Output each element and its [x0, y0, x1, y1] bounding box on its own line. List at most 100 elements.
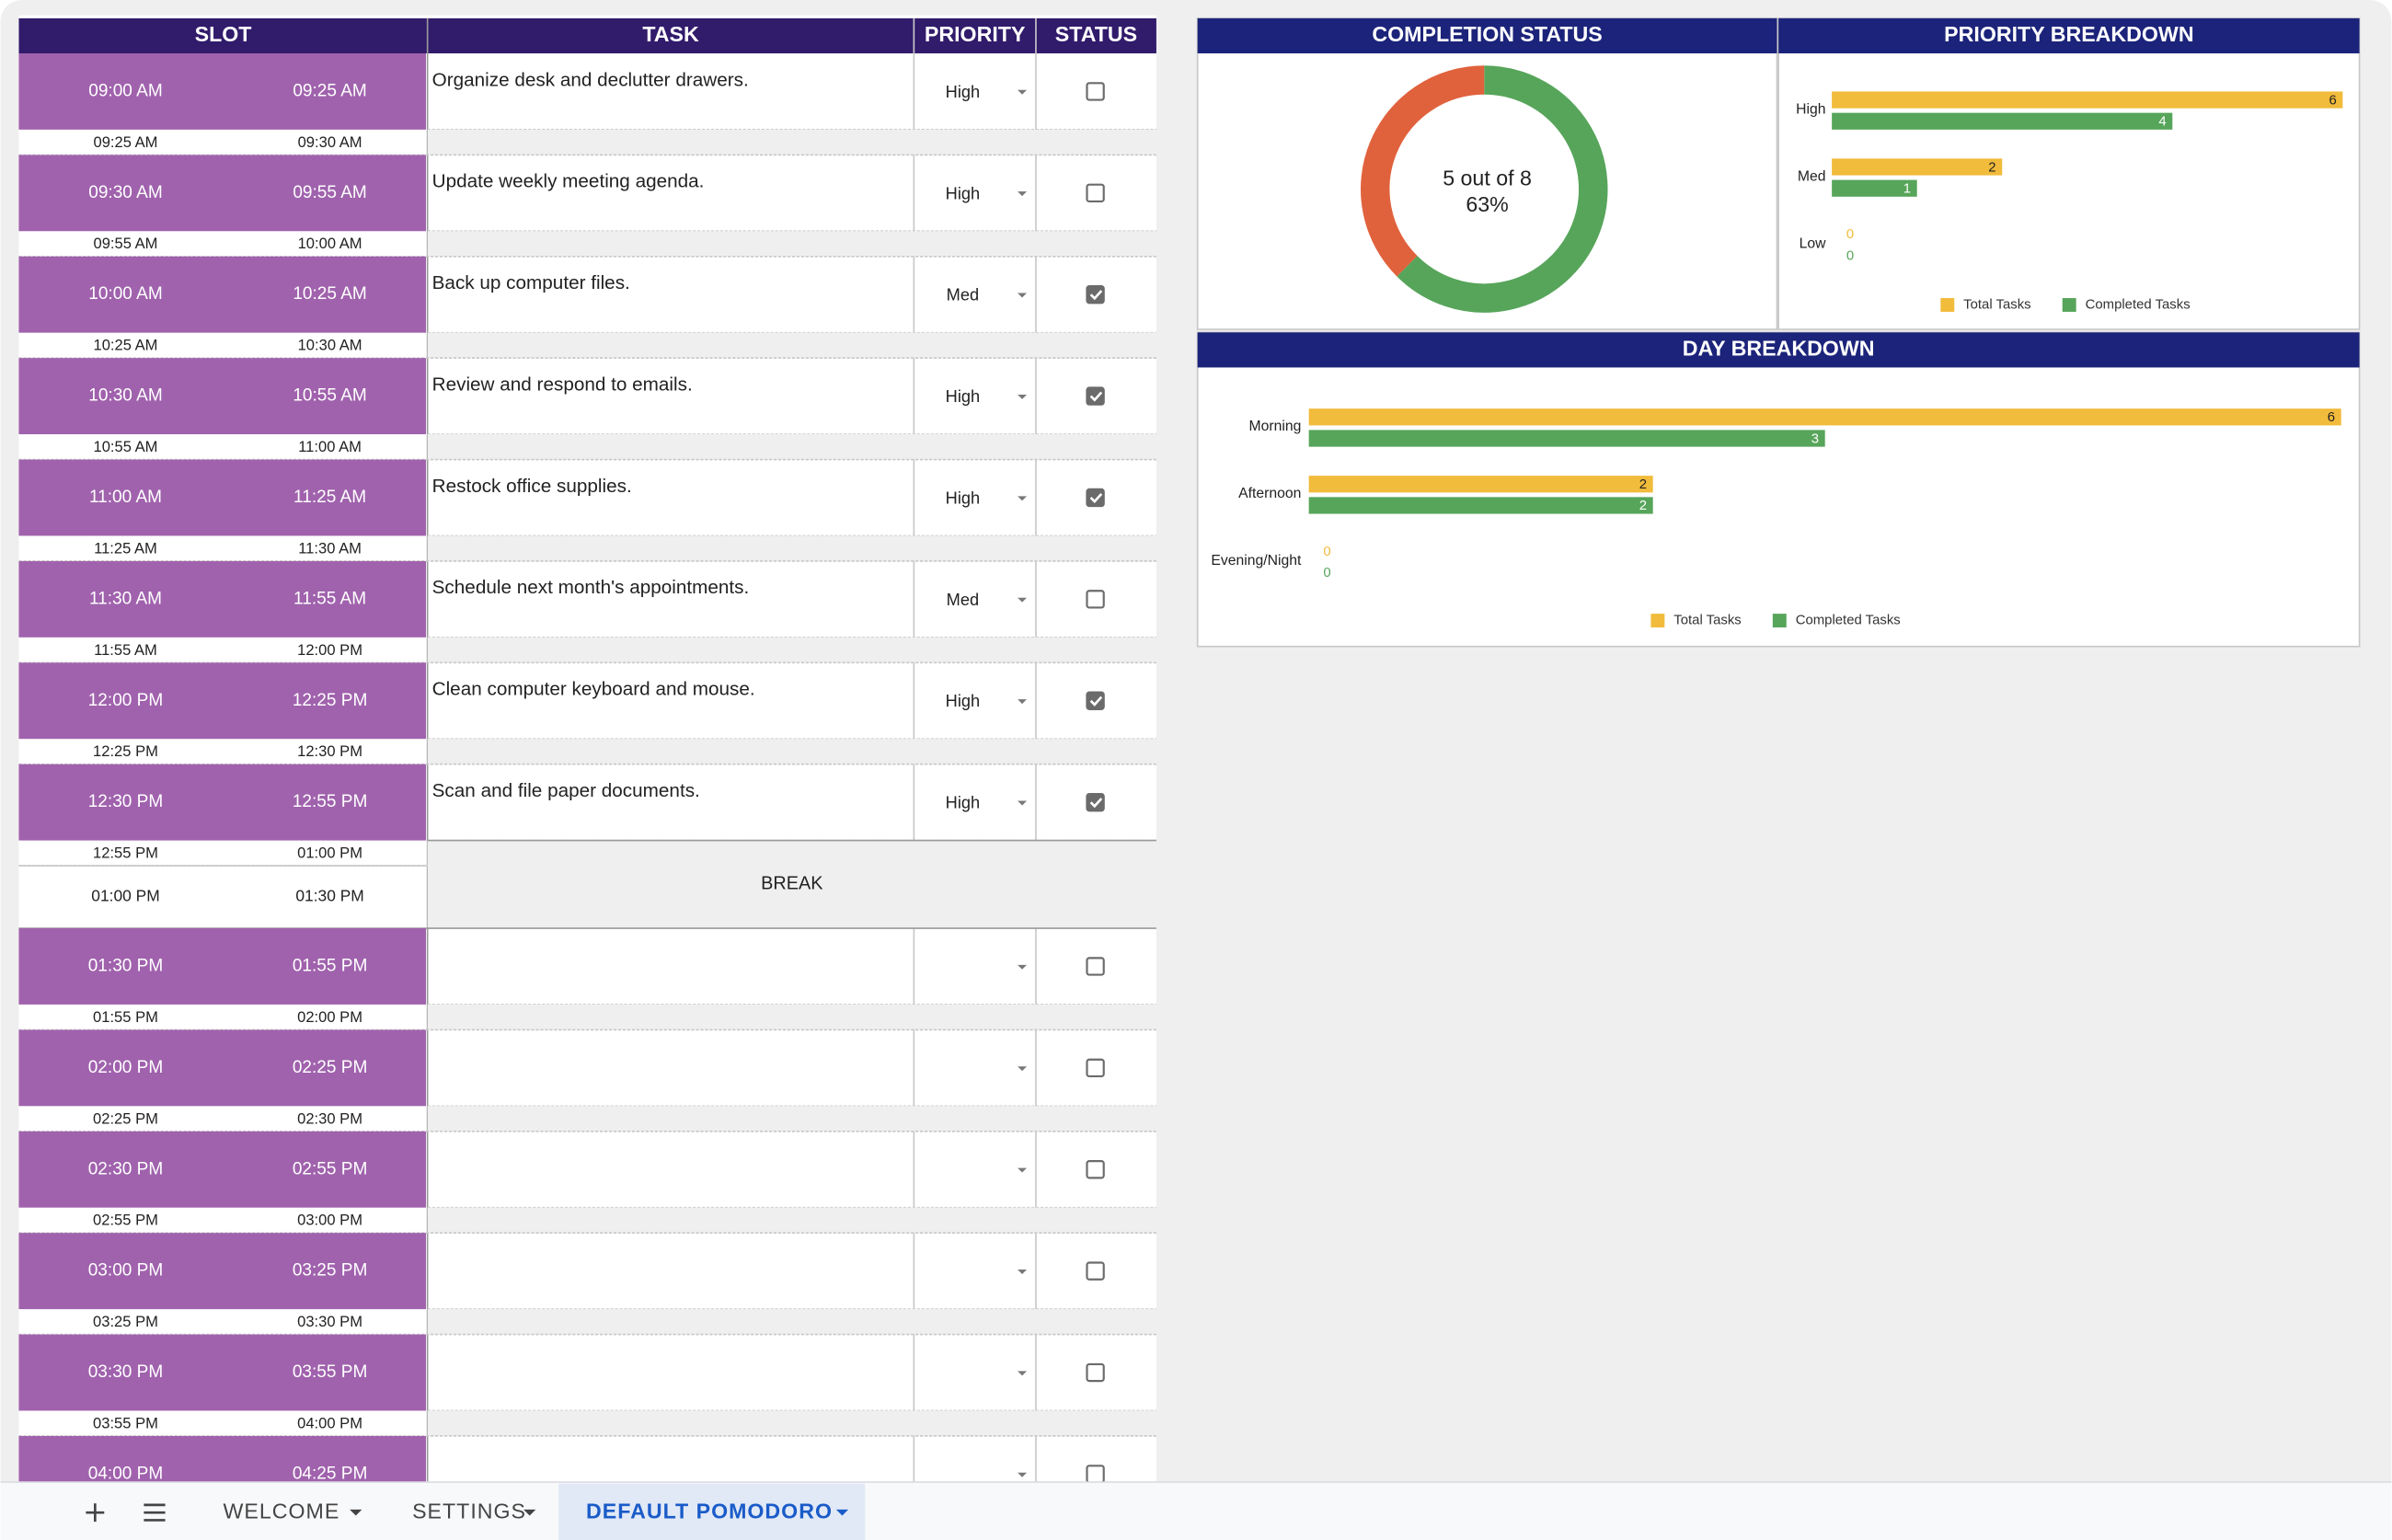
priority-dropdown[interactable]	[1018, 191, 1028, 197]
slot-end: 10:00 AM	[298, 235, 362, 252]
priority-dropdown[interactable]	[1018, 964, 1028, 970]
slot-end: 02:25 PM	[293, 1058, 368, 1077]
sheet-tab[interactable]: SETTINGS	[412, 1499, 536, 1523]
priority-dropdown[interactable]	[1018, 1167, 1028, 1173]
break-row-cells	[427, 535, 1156, 561]
break-row-cells	[427, 129, 1156, 155]
data-label: 0	[1323, 566, 1330, 580]
status-checkbox[interactable]	[1086, 691, 1105, 710]
priority-dropdown[interactable]	[1018, 1371, 1028, 1376]
tab-dropdown[interactable]	[350, 1509, 362, 1516]
slot-start: 10:00 AM	[88, 284, 162, 304]
status-checkbox[interactable]	[1086, 1058, 1105, 1078]
slot-end: 04:25 PM	[293, 1464, 368, 1483]
data-label: 1	[1903, 181, 1911, 196]
status-checkbox[interactable]	[1086, 590, 1105, 609]
priority-dropdown[interactable]	[1018, 496, 1028, 501]
slot-end: 02:55 PM	[293, 1159, 368, 1178]
all-sheets-button[interactable]	[144, 1503, 166, 1522]
task-text: Update weekly meeting agenda.	[432, 171, 705, 192]
slot-start: 09:30 AM	[88, 183, 162, 202]
slot-start: 02:25 PM	[93, 1109, 158, 1127]
priority-dropdown[interactable]	[1018, 1472, 1028, 1477]
status-checkbox[interactable]	[1086, 183, 1105, 203]
priority-dropdown[interactable]	[1018, 1066, 1028, 1072]
slot-start: 03:25 PM	[93, 1313, 158, 1330]
sheet-tab[interactable]: WELCOME	[224, 1499, 362, 1523]
tab-dropdown[interactable]	[523, 1509, 536, 1516]
tab-label: SETTINGS	[412, 1499, 526, 1523]
slot-cell	[18, 358, 427, 435]
slot-start: 02:00 PM	[88, 1058, 164, 1077]
slot-end: 10:30 AM	[298, 337, 362, 354]
slot-cell	[18, 1233, 427, 1310]
slot-cell	[18, 459, 427, 536]
slot-start: 11:25 AM	[94, 539, 157, 557]
slot-start: 02:30 PM	[88, 1159, 164, 1178]
check-mark	[1089, 695, 1103, 707]
status-checkbox[interactable]	[1086, 1160, 1105, 1179]
tab-label: DEFAULT POMODORO	[586, 1499, 833, 1523]
slot-cell	[18, 560, 427, 638]
category-label: Morning	[1249, 419, 1302, 434]
chart-header	[1778, 17, 2360, 54]
break-label: BREAK	[761, 874, 823, 894]
charts: COMPLETION STATUS 5 out of 863% PRIORITY B…	[1196, 17, 2361, 648]
legend-label: Completed Tasks	[2086, 297, 2191, 312]
slot-start: 01:30 PM	[88, 957, 164, 976]
priority-dropdown[interactable]	[1018, 89, 1028, 95]
status-checkbox[interactable]	[1086, 792, 1105, 812]
slot-end: 10:25 AM	[293, 284, 366, 304]
priority-dropdown[interactable]	[1018, 699, 1028, 705]
status-checkbox[interactable]	[1086, 1261, 1105, 1281]
bar	[1832, 91, 2343, 109]
priority-dropdown[interactable]	[1018, 800, 1028, 806]
donut-center-text: 63%	[1466, 192, 1508, 216]
tab-label: WELCOME	[224, 1499, 340, 1523]
slot-start: 01:55 PM	[93, 1008, 158, 1026]
slot-start: 09:25 AM	[93, 133, 157, 151]
break-row-cells	[427, 637, 1156, 663]
status-checkbox[interactable]	[1086, 285, 1105, 305]
priority-value: High	[946, 82, 980, 101]
priority-value: High	[946, 183, 980, 202]
status-checkbox[interactable]	[1086, 957, 1105, 976]
status-checkbox[interactable]	[1086, 1362, 1105, 1383]
add-sheet-button[interactable]	[86, 1503, 105, 1523]
break-row-cells	[427, 1004, 1156, 1030]
slot-start: 12:00 PM	[88, 691, 164, 710]
slot-end: 11:25 AM	[293, 488, 366, 507]
column-header: SLOT	[195, 22, 252, 46]
chart-header	[1197, 17, 1777, 54]
slot-end: 03:55 PM	[293, 1362, 368, 1382]
slot-end: 02:00 PM	[297, 1008, 362, 1026]
slot-start: 11:00 AM	[89, 488, 162, 507]
check-mark	[1089, 798, 1103, 809]
slot-start: 12:30 PM	[88, 792, 164, 811]
data-label: 2	[1639, 499, 1647, 513]
status-checkbox[interactable]	[1086, 386, 1105, 406]
data-label: 4	[2158, 115, 2166, 130]
priority-dropdown[interactable]	[1018, 1269, 1028, 1274]
status-checkbox[interactable]	[1086, 488, 1105, 508]
slot-cell	[18, 928, 427, 1005]
sheet-tab[interactable]: DEFAULT POMODORO	[558, 1483, 866, 1540]
header-row	[18, 17, 1156, 54]
check-mark	[1089, 290, 1103, 301]
status-checkbox[interactable]	[1086, 1465, 1105, 1484]
priority-value: High	[946, 386, 980, 406]
status-checkbox[interactable]	[1086, 82, 1105, 101]
slot-end: 03:00 PM	[297, 1212, 362, 1229]
slot-end: 01:00 PM	[297, 845, 362, 862]
priority-dropdown[interactable]	[1018, 394, 1028, 399]
task-text: Back up computer files.	[432, 272, 630, 293]
priority-dropdown[interactable]	[1018, 293, 1028, 298]
tab-dropdown[interactable]	[835, 1509, 849, 1516]
priority-dropdown[interactable]	[1018, 597, 1028, 603]
legend-swatch	[1650, 614, 1665, 628]
category-label: Evening/Night	[1211, 553, 1302, 569]
slot-start: 11:55 AM	[94, 641, 157, 659]
column-header: PRIORITY	[925, 22, 1026, 46]
break-row-cells	[427, 231, 1156, 257]
